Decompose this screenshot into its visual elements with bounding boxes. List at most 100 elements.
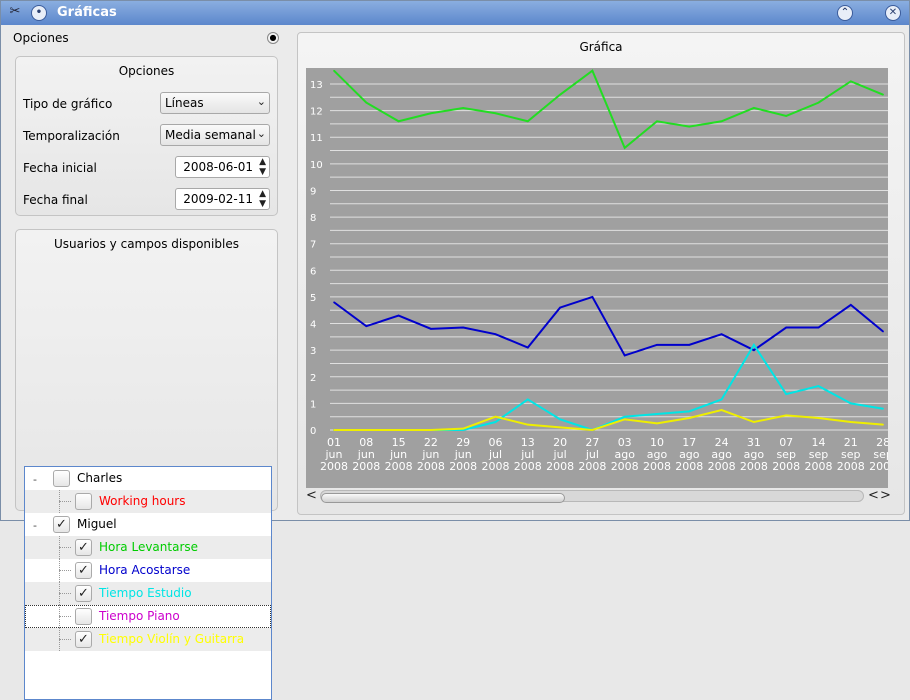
x-tick-label: ago bbox=[744, 448, 765, 461]
checkbox[interactable]: ✓ bbox=[75, 631, 92, 648]
data-point bbox=[559, 306, 561, 309]
x-tick-label: 2008 bbox=[320, 460, 348, 473]
options-group-title: Opciones bbox=[118, 64, 175, 78]
x-tick-label: 27 bbox=[585, 436, 599, 449]
start-date-spinbox[interactable]: 2008-06-01 ▲ ▼ bbox=[175, 156, 270, 178]
spin-arrows-icon[interactable]: ▲ ▼ bbox=[259, 189, 266, 209]
data-point bbox=[656, 120, 658, 123]
series-line bbox=[333, 69, 884, 150]
chart-type-label: Tipo de gráfico bbox=[23, 97, 113, 111]
scroll-track[interactable] bbox=[320, 490, 864, 503]
data-point bbox=[656, 413, 658, 415]
dock-float-icon[interactable]: ● bbox=[267, 32, 279, 44]
close-icon[interactable]: ✕ bbox=[885, 5, 901, 21]
collapse-icon[interactable]: - bbox=[33, 473, 37, 486]
checkbox[interactable]: ✓ bbox=[53, 516, 70, 533]
maximize-icon[interactable]: ⌃ bbox=[837, 5, 853, 21]
x-tick-label: 03 bbox=[618, 436, 632, 449]
time-grouping-combo[interactable]: Media semanal ⌄ bbox=[160, 124, 270, 146]
scroll-right-icon[interactable]: > bbox=[880, 488, 891, 503]
x-tick-label: 20 bbox=[553, 436, 567, 449]
scroll-left-end-icon[interactable]: < bbox=[868, 488, 879, 503]
chart-title: Gráfica bbox=[579, 40, 623, 54]
scroll-left-icon[interactable]: < bbox=[306, 488, 317, 503]
chart-panel: Gráfica 0 1 2 3 4 5 6 7 8 9 10 11 12 13 01 jun 2008 08 jun… bbox=[297, 32, 905, 515]
data-point bbox=[591, 429, 594, 431]
x-tick-label: 31 bbox=[747, 436, 761, 449]
x-tick-label: 06 bbox=[489, 436, 503, 449]
checkbox[interactable] bbox=[75, 608, 92, 625]
tree-item[interactable]: Tiempo Piano bbox=[25, 605, 271, 628]
spin-arrows-icon[interactable]: ▲ ▼ bbox=[259, 157, 266, 177]
tree-item-label: Miguel bbox=[77, 517, 117, 531]
chart-type-value: Líneas bbox=[165, 96, 204, 110]
data-point bbox=[817, 326, 820, 329]
tree-item[interactable]: - ✓ Miguel bbox=[25, 513, 271, 536]
tree-item[interactable]: ✓ Tiempo Violín y Guitarra bbox=[25, 628, 271, 651]
x-tick-label: 2008 bbox=[643, 460, 671, 473]
y-tick-label: 9 bbox=[310, 186, 316, 197]
data-point bbox=[720, 409, 723, 411]
tree-item[interactable]: ✓ Hora Levantarse bbox=[25, 536, 271, 559]
data-point bbox=[430, 328, 432, 330]
data-point bbox=[850, 80, 852, 83]
x-tick-label: 2008 bbox=[805, 460, 833, 473]
y-tick-label: 1 bbox=[310, 399, 316, 410]
x-tick-label: jul bbox=[520, 448, 534, 461]
users-fields-tree[interactable]: - Charles Working hours - ✓ Miguel ✓ Hora Levan… bbox=[24, 466, 272, 700]
x-tick-label: 2008 bbox=[385, 460, 413, 473]
x-tick-label: 2008 bbox=[675, 460, 703, 473]
data-point bbox=[720, 333, 723, 335]
tree-item-label: Tiempo Estudio bbox=[99, 586, 192, 600]
y-tick-label: 8 bbox=[310, 213, 316, 224]
data-point bbox=[623, 147, 626, 149]
end-date-spinbox[interactable]: 2009-02-11 ▲ ▼ bbox=[175, 188, 270, 210]
checkbox[interactable]: ✓ bbox=[75, 585, 92, 602]
data-point bbox=[623, 354, 626, 357]
tree-branch-line bbox=[59, 639, 71, 640]
data-point bbox=[720, 398, 723, 401]
data-point bbox=[559, 93, 561, 96]
scroll-thumb[interactable] bbox=[321, 493, 565, 503]
x-tick-label: 17 bbox=[682, 436, 696, 449]
y-tick-label: 0 bbox=[310, 426, 316, 437]
data-point bbox=[527, 398, 529, 401]
y-tick-label: 3 bbox=[310, 346, 316, 357]
menu-circle-icon[interactable]: • bbox=[31, 5, 47, 21]
x-tick-label: jul bbox=[488, 448, 502, 461]
tree-branch-line bbox=[59, 593, 71, 594]
checkbox[interactable]: ✓ bbox=[75, 539, 92, 556]
data-point bbox=[817, 417, 820, 419]
tree-item-label: Tiempo Violín y Guitarra bbox=[99, 632, 245, 646]
tree-item[interactable]: ✓ Tiempo Estudio bbox=[25, 582, 271, 605]
chevron-down-icon: ⌄ bbox=[256, 127, 266, 140]
tree-branch-line bbox=[59, 570, 71, 571]
data-point bbox=[753, 344, 755, 346]
checkbox[interactable] bbox=[53, 470, 70, 487]
checkbox[interactable]: ✓ bbox=[75, 562, 92, 579]
tools-icon[interactable]: ✂ bbox=[9, 4, 21, 19]
x-tick-label: 24 bbox=[715, 436, 729, 449]
tree-item[interactable]: - Charles bbox=[25, 467, 271, 490]
x-tick-label: 2008 bbox=[417, 460, 445, 473]
data-point bbox=[494, 333, 497, 335]
x-tick-label: 2008 bbox=[837, 460, 865, 473]
data-point bbox=[333, 69, 335, 72]
data-point bbox=[527, 423, 529, 426]
checkbox[interactable] bbox=[75, 493, 92, 510]
data-point bbox=[850, 304, 852, 306]
x-tick-label: 2008 bbox=[708, 460, 736, 473]
tree-item[interactable]: Working hours bbox=[25, 490, 271, 513]
horizontal-scrollbar[interactable]: < < > bbox=[304, 488, 894, 503]
chart-type-combo[interactable]: Líneas ⌄ bbox=[160, 92, 270, 114]
data-point bbox=[462, 427, 464, 430]
tree-item-label: Hora Acostarse bbox=[99, 563, 191, 577]
users-group-title: Usuarios y campos disponibles bbox=[54, 237, 239, 251]
data-point bbox=[623, 415, 626, 418]
y-tick-label: 4 bbox=[310, 320, 316, 331]
x-tick-label: 13 bbox=[521, 436, 535, 449]
data-point bbox=[656, 344, 658, 346]
end-date-value: 2009-02-11 bbox=[183, 192, 253, 206]
tree-item[interactable]: ✓ Hora Acostarse bbox=[25, 559, 271, 582]
